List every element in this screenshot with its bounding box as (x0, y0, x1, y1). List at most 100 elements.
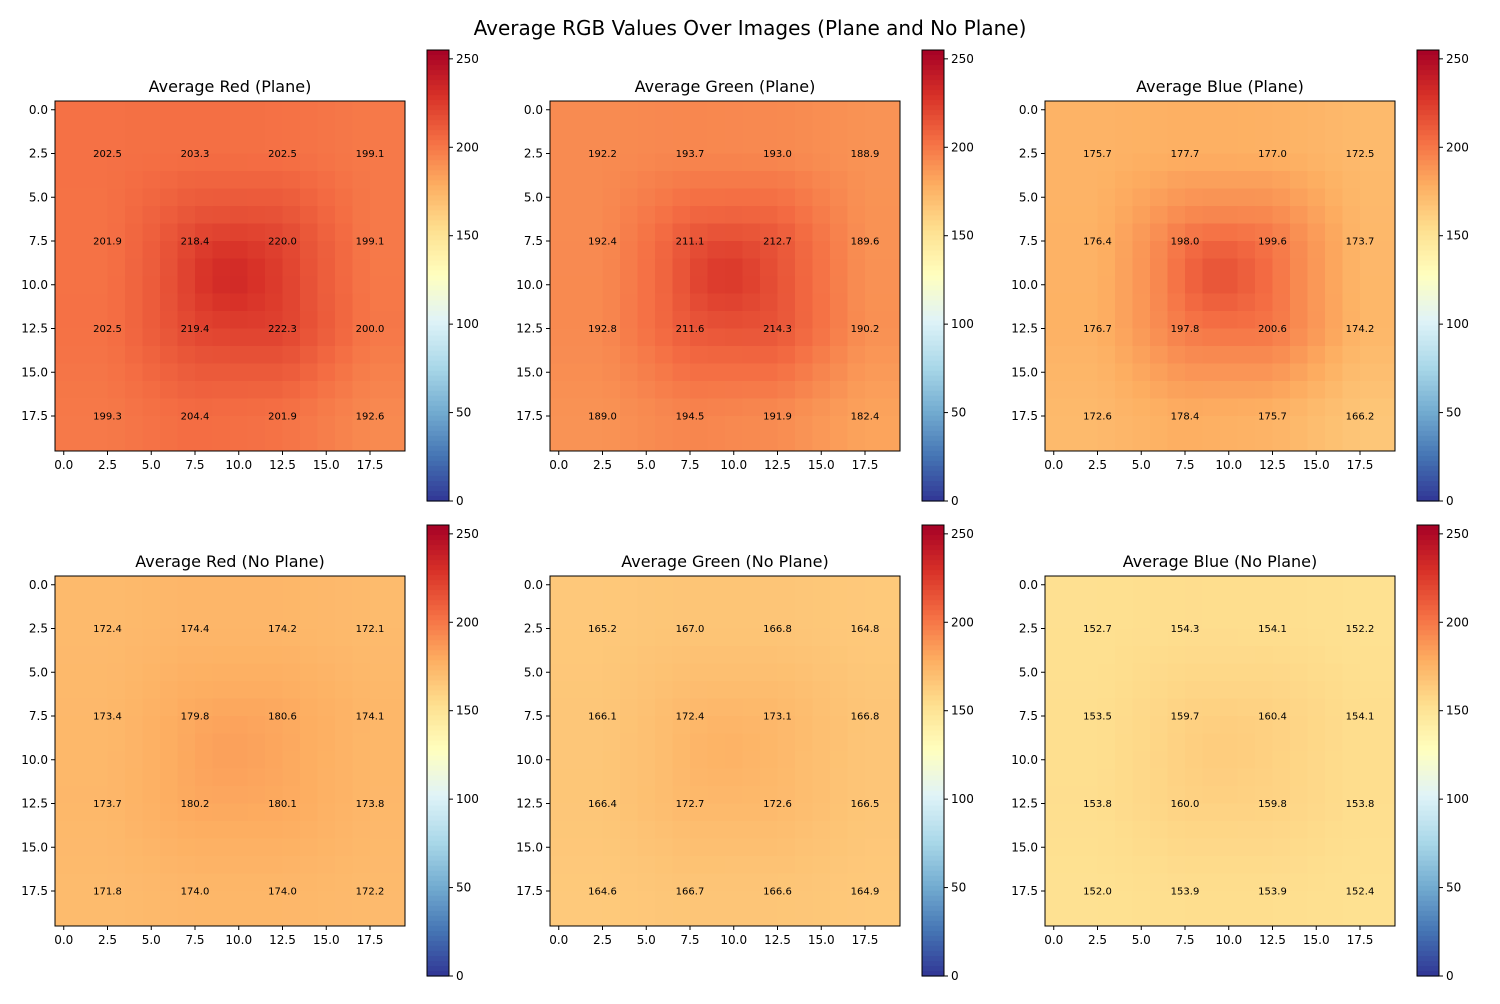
heatmap-cell (602, 751, 621, 769)
heatmap-cell (707, 663, 726, 682)
colorbar-segment (1417, 735, 1439, 742)
heatmap-cell (230, 716, 248, 734)
colorbar-segment (1417, 385, 1439, 392)
heatmap-cell (1202, 716, 1221, 734)
heatmap-cell (212, 328, 231, 347)
heatmap-cell (387, 716, 406, 734)
heatmap-cell (1080, 768, 1098, 787)
heatmap-cell (72, 873, 91, 892)
heatmap-cell (230, 153, 248, 172)
heatmap-cell (282, 698, 301, 717)
heatmap-cell (1080, 416, 1098, 434)
heatmap-cell (107, 646, 126, 664)
heatmap-cell (142, 751, 161, 769)
heatmap-cell (777, 416, 796, 434)
heatmap-cell (550, 223, 568, 242)
heatmap-cell (1377, 576, 1396, 594)
heatmap-cell (265, 628, 283, 647)
heatmap-cell (1097, 891, 1116, 909)
heatmap-cell (107, 803, 126, 822)
heatmap-cell (1325, 293, 1343, 312)
heatmap-cell (1237, 908, 1256, 927)
heatmap-cell (1097, 153, 1116, 172)
heatmap-cell (317, 258, 336, 277)
heatmap-cell (550, 171, 568, 189)
heatmap-cell (230, 611, 248, 629)
heatmap-cell (882, 838, 901, 857)
colorbar-segment (922, 655, 944, 661)
heatmap-cell (725, 698, 743, 717)
heatmap-cell (1237, 433, 1256, 452)
colorbar-tick-label: 200 (951, 140, 974, 154)
heatmap-cell (760, 293, 778, 312)
heatmap-cell (550, 698, 568, 717)
colorbar-segment (1417, 285, 1439, 292)
heatmap-cell (55, 363, 73, 382)
y-tick-label: 7.5 (524, 709, 543, 723)
heatmap-cell (882, 768, 901, 787)
heatmap-cell (1290, 206, 1308, 224)
heatmap-cell (1255, 206, 1273, 224)
colorbar-segment (427, 550, 449, 556)
heatmap-cell (1080, 101, 1098, 119)
heatmap-cell (1167, 698, 1186, 717)
heatmap-cell (847, 611, 866, 629)
y-tick-label: 15.0 (516, 365, 543, 379)
colorbar-segment (427, 750, 449, 757)
heatmap-cell (620, 593, 638, 612)
heatmap-cell (865, 733, 883, 752)
heatmap-cell (812, 328, 831, 347)
heatmap-cell (1115, 751, 1133, 769)
heatmap-cell (1097, 856, 1116, 874)
heatmap-cell (1062, 908, 1081, 927)
heatmap-cell (847, 593, 866, 612)
heatmap-cell (777, 381, 796, 399)
colorbar-segment (922, 525, 944, 531)
cell-annotation: 153.8 (1346, 799, 1375, 810)
colorbar-segment (1417, 795, 1439, 802)
heatmap-cell (1360, 786, 1378, 804)
heatmap-cell (160, 223, 178, 242)
heatmap-cell (72, 768, 91, 787)
heatmap-cell (847, 733, 866, 752)
heatmap-cell (1132, 856, 1151, 874)
heatmap-cell (1342, 838, 1361, 857)
heatmap-cell (1237, 188, 1256, 207)
heatmap-cell (865, 206, 883, 224)
heatmap-cell (550, 593, 568, 612)
heatmap-cell (107, 153, 126, 172)
heatmap-cell (1307, 786, 1326, 804)
heatmap-cell (317, 136, 336, 154)
colorbar-segment (1417, 140, 1439, 146)
heatmap-cell (387, 751, 406, 769)
colorbar-segment (1417, 395, 1439, 402)
heatmap-cell (620, 908, 638, 927)
heatmap-cell (55, 698, 73, 717)
colorbar-segment (427, 745, 449, 752)
heatmap-cell (760, 311, 778, 329)
colorbar-segment (922, 105, 944, 111)
heatmap-cell (1272, 223, 1291, 242)
heatmap-cell (125, 786, 143, 804)
heatmap-cell (830, 873, 848, 892)
heatmap-cell (760, 206, 778, 224)
x-tick-label: 5.0 (142, 933, 161, 947)
heatmap-cell (1185, 856, 1203, 874)
heatmap-cell (690, 398, 708, 417)
colorbar-segment (427, 630, 449, 636)
heatmap-cell (300, 908, 318, 927)
heatmap-cell (777, 593, 796, 612)
heatmap-cell (830, 398, 848, 417)
heatmap-cell (1115, 136, 1133, 154)
heatmap-cell (637, 803, 656, 822)
heatmap-cell (195, 803, 213, 822)
heatmap-cell (107, 768, 126, 787)
heatmap-cell (1255, 908, 1273, 927)
heatmap-cell (847, 751, 866, 769)
heatmap-cell (830, 891, 848, 909)
heatmap-cell (1272, 646, 1291, 664)
heatmap-cell (107, 663, 126, 682)
heatmap-cell (72, 821, 91, 839)
heatmap-cell (282, 241, 301, 259)
heatmap-cell (1202, 381, 1221, 399)
